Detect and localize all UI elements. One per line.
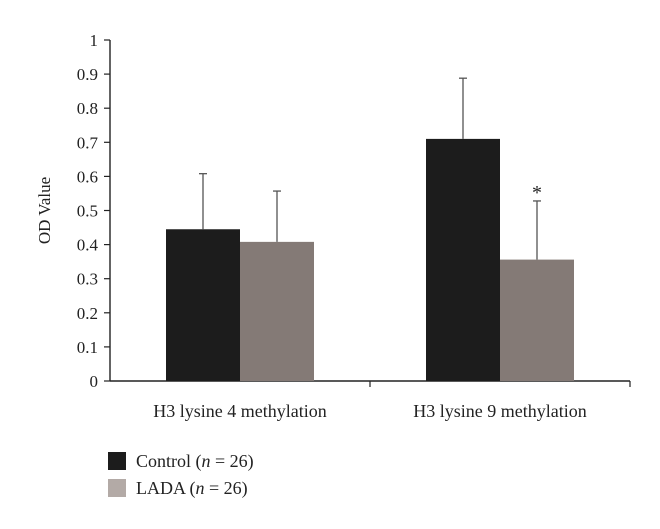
error-bars	[199, 77, 541, 260]
y-tick-label: 0.9	[77, 65, 98, 84]
legend-item-control: Control (n = 26)	[108, 450, 408, 472]
y-tick-label: 0.4	[77, 236, 99, 255]
y-tick-label: 0.8	[77, 99, 98, 118]
y-tick-label: 0.3	[77, 270, 98, 289]
legend-item-lada: LADA (n = 26)	[108, 477, 408, 499]
legend-swatch-control	[108, 452, 126, 470]
bar	[240, 241, 314, 381]
bar	[500, 259, 574, 381]
bars	[166, 138, 574, 381]
legend-label-control: Control (n = 26)	[136, 450, 254, 471]
y-tick-label: 0	[90, 372, 99, 391]
y-tick-label: 0.1	[77, 338, 98, 357]
significance-marker: *	[532, 182, 542, 204]
axis-labels: 0 0.1 0.2 0.3 0.4 0.5 0.6 0.7 0.8 0.9 1 OD Value H3 …	[35, 31, 587, 421]
y-tick-label: 1	[90, 31, 99, 50]
y-axis-title: OD Value	[35, 177, 54, 244]
y-tick-label: 0.7	[77, 133, 99, 152]
bar	[166, 229, 240, 381]
x-tick-label: H3 lysine 9 methylation	[413, 401, 586, 421]
y-tick-label: 0.6	[77, 167, 98, 186]
bar	[426, 138, 500, 381]
legend-swatch-lada	[108, 479, 126, 497]
legend-label-lada: LADA (n = 26)	[136, 477, 248, 498]
y-tick-label: 0.2	[77, 304, 98, 323]
x-tick-label: H3 lysine 4 methylation	[153, 401, 326, 421]
y-tick-label: 0.5	[77, 202, 98, 221]
